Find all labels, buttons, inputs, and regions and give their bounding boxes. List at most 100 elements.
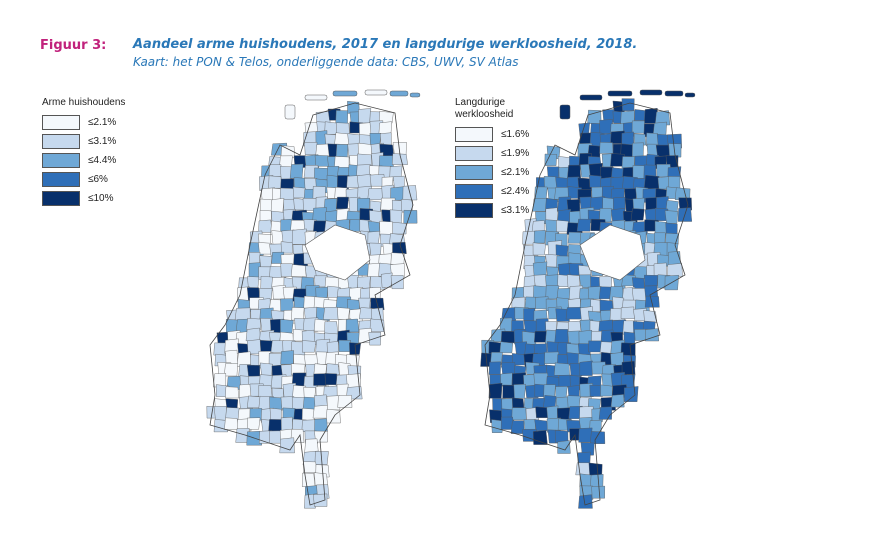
municipality-region	[513, 383, 526, 399]
municipality-region	[532, 430, 548, 445]
municipality-region	[556, 219, 569, 233]
legend-item: ≤6%	[42, 171, 152, 188]
legend-item: ≤3.1%	[42, 133, 152, 150]
legend-swatch	[455, 184, 493, 199]
municipality-region	[391, 153, 408, 165]
municipality-region	[325, 408, 341, 424]
municipality-region	[644, 295, 660, 308]
legend-label: ≤3.1%	[88, 136, 117, 147]
municipality-region	[367, 230, 381, 244]
municipality-region	[591, 186, 603, 199]
municipality-region	[654, 110, 671, 126]
figure-title: Aandeel arme huishoudens, 2017 en langdu…	[133, 37, 638, 52]
municipality-region	[246, 317, 261, 331]
legend-swatch	[455, 146, 493, 161]
municipality-region	[546, 405, 559, 420]
municipality-region	[314, 418, 328, 432]
municipality-region	[260, 275, 273, 289]
legend-item: ≤1.6%	[455, 126, 545, 143]
municipality-region	[259, 255, 273, 268]
island	[389, 90, 409, 97]
municipality-region	[610, 352, 624, 366]
legend-item: ≤2.1%	[455, 164, 545, 181]
municipality-region	[213, 406, 227, 421]
municipality-region	[591, 485, 606, 499]
municipality-region	[620, 306, 635, 319]
municipality-region	[598, 406, 613, 420]
legend-label: ≤2.1%	[501, 167, 530, 178]
legend-arme-huishoudens: Arme huishoudens ≤2.1% ≤3.1% ≤4.4% ≤6% ≤…	[42, 97, 152, 209]
municipality-region	[630, 208, 645, 221]
municipality-region	[334, 132, 350, 145]
municipality-region	[314, 430, 328, 443]
municipality-region	[553, 362, 570, 376]
municipality-region	[312, 207, 327, 222]
municipality-region	[303, 461, 317, 473]
legend-swatch	[42, 172, 80, 187]
ijsselmeer-water	[304, 224, 371, 281]
island	[559, 104, 571, 120]
municipality-region	[392, 221, 407, 235]
island	[639, 89, 663, 96]
municipality-region	[259, 362, 273, 376]
municipality-region	[379, 111, 394, 124]
municipality-region	[269, 396, 283, 411]
municipality-region	[301, 419, 317, 432]
legend-swatch	[42, 191, 80, 206]
legend-swatch	[455, 203, 493, 218]
municipality-region	[612, 196, 626, 211]
municipality-region	[337, 307, 350, 320]
municipality-region	[634, 109, 647, 121]
legend-item: ≤2.1%	[42, 114, 152, 131]
legend-label: ≤3.1%	[501, 205, 530, 216]
municipality-region	[280, 319, 294, 334]
municipality-region	[576, 218, 591, 232]
legend-item: ≤1.9%	[455, 145, 545, 162]
municipality-region	[631, 288, 647, 302]
municipality-region	[533, 274, 548, 288]
municipality-region	[335, 143, 349, 158]
legend-title: Arme huishoudens	[42, 97, 126, 108]
municipality-region	[247, 417, 261, 430]
figure-subtitle: Kaart: het PON & Telos, onderliggende da…	[133, 55, 519, 69]
legend-item: ≤2.4%	[455, 183, 545, 200]
municipality-region	[667, 263, 683, 277]
country-outline	[209, 102, 414, 506]
municipality-region	[334, 186, 348, 199]
municipality-region	[569, 363, 583, 377]
municipality-region	[289, 163, 304, 179]
municipality-region	[580, 442, 595, 456]
municipality-region	[624, 386, 639, 402]
municipality-region	[225, 386, 240, 399]
island	[664, 90, 684, 97]
municipality-region	[557, 156, 570, 169]
municipality-region	[258, 219, 273, 233]
municipality-region	[280, 396, 295, 409]
municipality-region	[280, 241, 293, 254]
municipality-region	[668, 143, 682, 158]
municipality-region	[578, 494, 593, 509]
municipality-region	[643, 310, 658, 323]
municipality-region	[555, 176, 569, 189]
municipality-region	[367, 220, 380, 233]
municipality-region	[578, 427, 593, 443]
legend-label: ≤2.4%	[501, 186, 530, 197]
municipality-region	[280, 350, 294, 365]
ijsselmeer-water	[579, 224, 646, 281]
municipality-region	[653, 262, 667, 276]
legend-label: ≤10%	[88, 193, 114, 204]
municipality-region	[488, 361, 501, 375]
legend-label: ≤6%	[88, 174, 108, 185]
municipality-region	[633, 133, 647, 146]
municipality-region	[314, 167, 329, 180]
municipality-region	[589, 431, 606, 444]
municipality-region	[488, 382, 503, 399]
municipality-region	[379, 220, 394, 236]
municipality-region	[304, 438, 319, 453]
municipality-region	[323, 307, 339, 320]
island	[364, 89, 388, 96]
municipality-region	[313, 493, 328, 507]
legend-label: ≤4.4%	[88, 155, 117, 166]
municipality-region	[302, 317, 319, 332]
